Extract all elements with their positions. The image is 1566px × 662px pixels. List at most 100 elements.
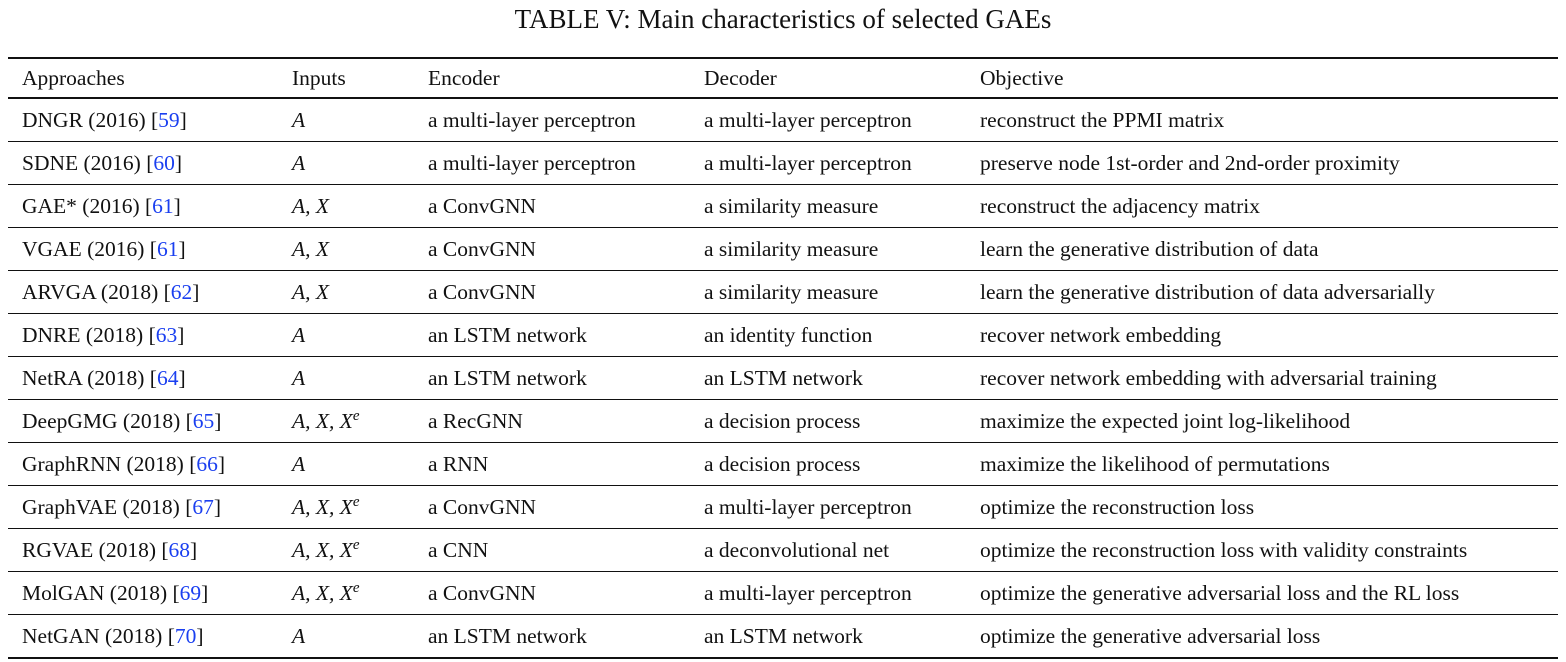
cell-decoder: a multi-layer perceptron (704, 150, 912, 175)
cell-decoder: a decision process (704, 451, 861, 476)
approach-name: DNGR (2016) [ (22, 107, 159, 132)
cell-objective: preserve node 1st-order and 2nd-order pr… (980, 150, 1400, 175)
cell-inputs: A, X (278, 228, 414, 271)
cell-approach: SDNE (2016) [60] (8, 142, 278, 185)
approach-name: GAE* (2016) [ (22, 193, 153, 218)
cell-approach: NetGAN (2018) [70] (8, 615, 278, 659)
citation-link[interactable]: 61 (156, 236, 179, 261)
cell-approach: RGVAE (2018) [68] (8, 529, 278, 572)
cell-inputs: A (278, 615, 414, 659)
cell-objective: reconstruct the PPMI matrix (980, 107, 1225, 132)
header-decoder: Decoder (704, 65, 777, 90)
cell-inputs: A (278, 98, 414, 142)
table-row: VGAE (2016) [61] A, X a ConvGNN a similarit… (8, 228, 1558, 271)
cell-inputs: A (278, 142, 414, 185)
cell-inputs: A, X (278, 271, 414, 314)
header-approaches: Approaches (22, 65, 125, 90)
gae-table: Approaches Inputs Encoder Decoder Object… (8, 57, 1558, 659)
cell-objective: reconstruct the adjacency matrix (980, 193, 1260, 218)
inputs-math: A, X (292, 236, 330, 261)
table-row: GAE* (2016) [61] A, X a ConvGNN a similarit… (8, 185, 1558, 228)
cell-decoder: a multi-layer perceptron (704, 580, 912, 605)
cell-objective: maximize the expected joint log-likeliho… (980, 408, 1351, 433)
approach-name: RGVAE (2018) [ (22, 537, 169, 562)
citation-link[interactable]: 63 (155, 322, 178, 347)
citation-close: ] (178, 365, 186, 390)
citation-close: ] (174, 150, 183, 175)
approach-name: MolGAN (2018) [ (22, 580, 180, 605)
header-inputs: Inputs (292, 65, 346, 90)
cell-objective: learn the generative distribution of dat… (980, 236, 1319, 261)
cell-inputs: A, X (278, 185, 414, 228)
citation-link[interactable]: 65 (192, 408, 215, 433)
approach-name: SDNE (2016) [ (22, 150, 154, 175)
citation-link[interactable]: 60 (153, 150, 175, 175)
citation-link[interactable]: 62 (170, 279, 193, 304)
citation-link[interactable]: 66 (196, 451, 218, 476)
cell-encoder: an LSTM network (428, 623, 587, 648)
cell-decoder: an LSTM network (704, 623, 863, 648)
citation-close: ] (190, 537, 198, 562)
citation-link[interactable]: 69 (179, 580, 202, 605)
cell-approach: NetRA (2018) [64] (8, 357, 278, 400)
cell-encoder: a multi-layer perceptron (428, 150, 636, 175)
cell-decoder: a similarity measure (704, 279, 879, 304)
cell-objective: maximize the likelihood of permutations (980, 451, 1330, 476)
cell-encoder: a RecGNN (428, 408, 523, 433)
cell-decoder: an identity function (704, 322, 873, 347)
inputs-superscript: e (352, 579, 360, 596)
cell-approach: DNGR (2016) [59] (8, 98, 278, 142)
citation-link[interactable]: 70 (174, 623, 197, 648)
approach-name: ARVGA (2018) [ (22, 279, 171, 304)
citation-link[interactable]: 64 (156, 365, 179, 390)
cell-decoder: a multi-layer perceptron (704, 494, 912, 519)
cell-objective: optimize the generative adversarial loss (980, 623, 1321, 648)
inputs-math: A (292, 365, 306, 390)
citation-close: ] (213, 494, 222, 519)
cell-inputs: A (278, 314, 414, 357)
citation-link[interactable]: 59 (158, 107, 180, 132)
citation-close: ] (214, 408, 222, 433)
cell-approach: MolGAN (2018) [69] (8, 572, 278, 615)
approach-name: DNRE (2018) [ (22, 322, 156, 347)
cell-encoder: an LSTM network (428, 322, 587, 347)
cell-inputs: A, X, Xe (278, 529, 414, 572)
inputs-math: A, X, X (292, 538, 353, 563)
cell-objective: recover network embedding (980, 322, 1222, 347)
inputs-superscript: e (352, 536, 360, 553)
citation-close: ] (178, 236, 186, 261)
cell-objective: optimize the generative adversarial loss… (980, 580, 1460, 605)
cell-inputs: A (278, 357, 414, 400)
citation-link[interactable]: 68 (168, 537, 191, 562)
inputs-math: A (292, 623, 306, 648)
citation-close: ] (177, 322, 185, 347)
table-row: ARVGA (2018) [62] A, X a ConvGNN a similari… (8, 271, 1558, 314)
cell-approach: GAE* (2016) [61] (8, 185, 278, 228)
citation-link[interactable]: 67 (192, 494, 214, 519)
inputs-math: A, X, X (292, 409, 353, 434)
citation-link[interactable]: 61 (152, 193, 174, 218)
cell-objective: recover network embedding with adversari… (980, 365, 1437, 390)
inputs-math: A, X (292, 193, 330, 218)
cell-encoder: a multi-layer perceptron (428, 107, 636, 132)
cell-approach: VGAE (2016) [61] (8, 228, 278, 271)
cell-inputs: A, X, Xe (278, 486, 414, 529)
approach-name: GraphVAE (2018) [ (22, 494, 193, 519)
cell-approach: GraphRNN (2018) [66] (8, 443, 278, 486)
cell-approach: DNRE (2018) [63] (8, 314, 278, 357)
approach-name: NetGAN (2018) [ (22, 623, 175, 648)
cell-decoder: a deconvolutional net (704, 537, 890, 562)
citation-close: ] (179, 107, 187, 132)
cell-objective: optimize the reconstruction loss (980, 494, 1255, 519)
cell-decoder: a similarity measure (704, 193, 879, 218)
cell-decoder: a similarity measure (704, 236, 879, 261)
cell-approach: ARVGA (2018) [62] (8, 271, 278, 314)
inputs-superscript: e (352, 493, 360, 510)
cell-encoder: a ConvGNN (428, 580, 537, 605)
table-row: DeepGMG (2018) [65] A, X, Xe a RecGNN a dec… (8, 400, 1558, 443)
